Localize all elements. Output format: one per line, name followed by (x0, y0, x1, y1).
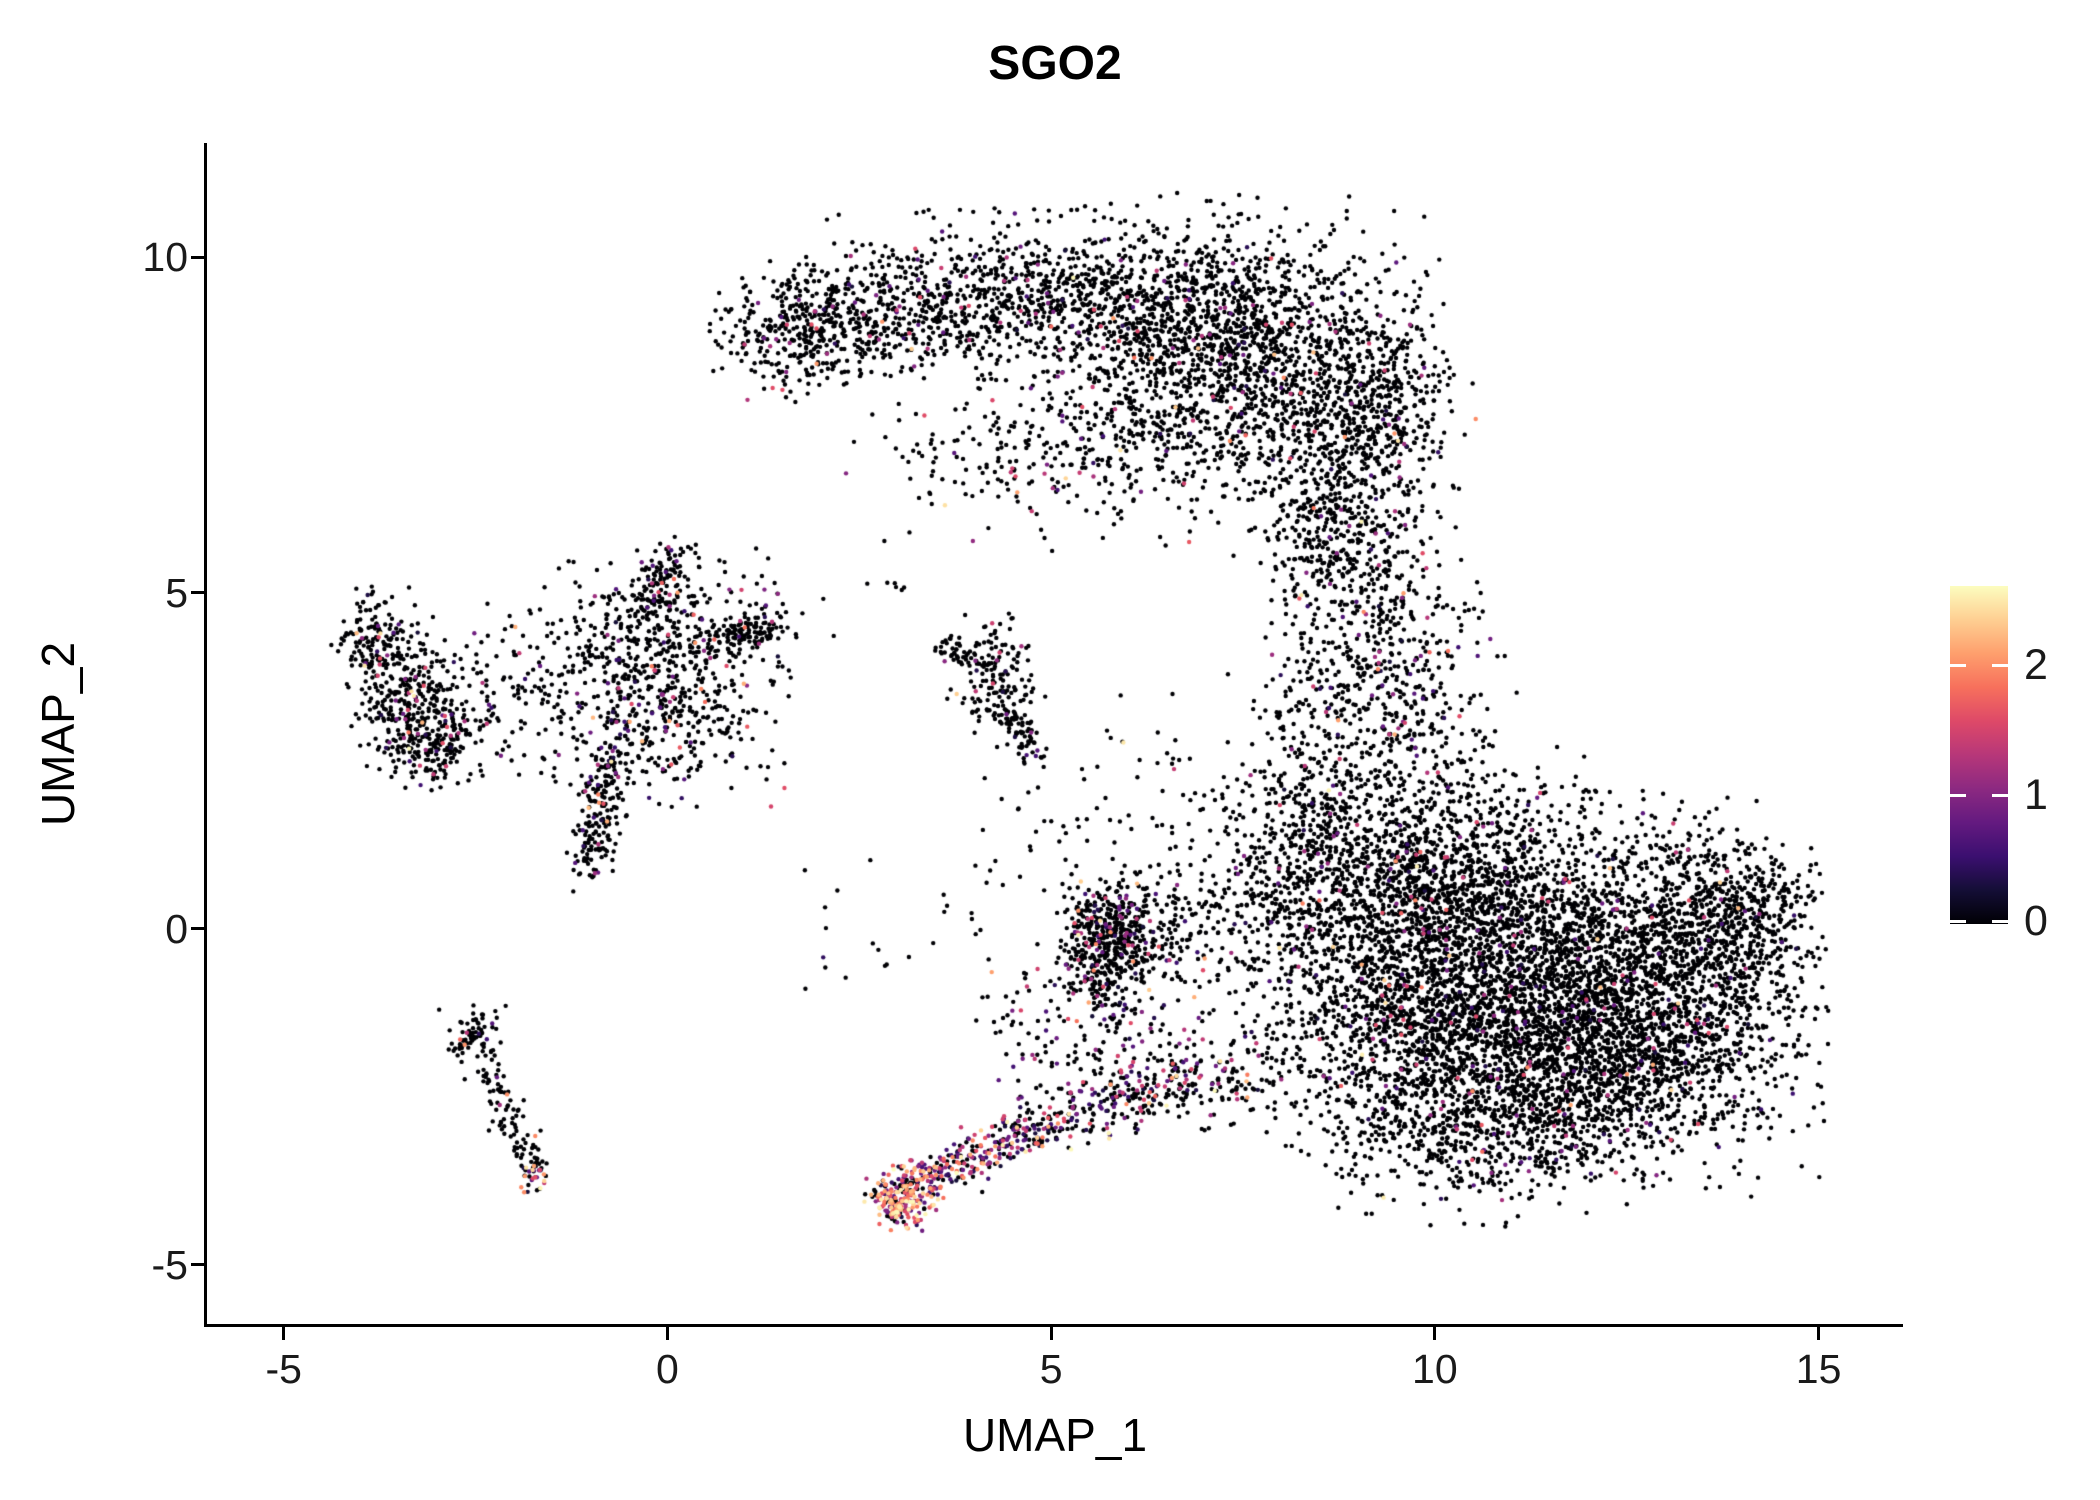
plot-title: SGO2 (988, 37, 1122, 90)
x-tick-mark (282, 1327, 286, 1340)
colorbar-tick-mark (1992, 920, 2008, 923)
x-axis-title: UMAP_1 (962, 1409, 1148, 1461)
y-tick-label: 10 (142, 234, 188, 281)
x-tick-label: 10 (1412, 1346, 1458, 1392)
x-tick-mark (665, 1327, 669, 1340)
x-tick-label: 0 (656, 1346, 679, 1392)
x-tick-label: 15 (1795, 1346, 1842, 1392)
colorbar-tick-mark (1992, 794, 2008, 797)
y-tick-label: 0 (165, 905, 188, 952)
x-tick-label: -5 (265, 1346, 302, 1392)
colorbar-tick-label: 1 (2024, 771, 2048, 819)
colorbar-tick-mark (1950, 664, 1966, 667)
colorbar-tick-mark (1950, 920, 1966, 923)
x-tick-mark (1049, 1327, 1053, 1340)
y-tick-label: 5 (165, 569, 188, 616)
x-tick-mark (1817, 1327, 1821, 1340)
y-axis-line (204, 143, 207, 1327)
y-tick-mark (191, 591, 204, 595)
y-axis-title: UMAP_2 (32, 641, 84, 827)
expression-colorbar (1950, 586, 2008, 924)
colorbar-tick-label: 0 (2024, 897, 2048, 945)
y-tick-mark (191, 255, 204, 259)
colorbar-tick-mark (1950, 794, 1966, 797)
colorbar-tick-label: 2 (2024, 641, 2048, 689)
y-tick-label: -5 (151, 1241, 188, 1288)
x-tick-mark (1433, 1327, 1437, 1340)
scatter-canvas (207, 143, 1903, 1325)
colorbar-tick-mark (1992, 664, 2008, 667)
x-tick-label: 5 (1039, 1346, 1063, 1392)
x-axis-line (204, 1324, 1903, 1327)
y-tick-mark (191, 1263, 204, 1267)
y-tick-mark (191, 927, 204, 931)
